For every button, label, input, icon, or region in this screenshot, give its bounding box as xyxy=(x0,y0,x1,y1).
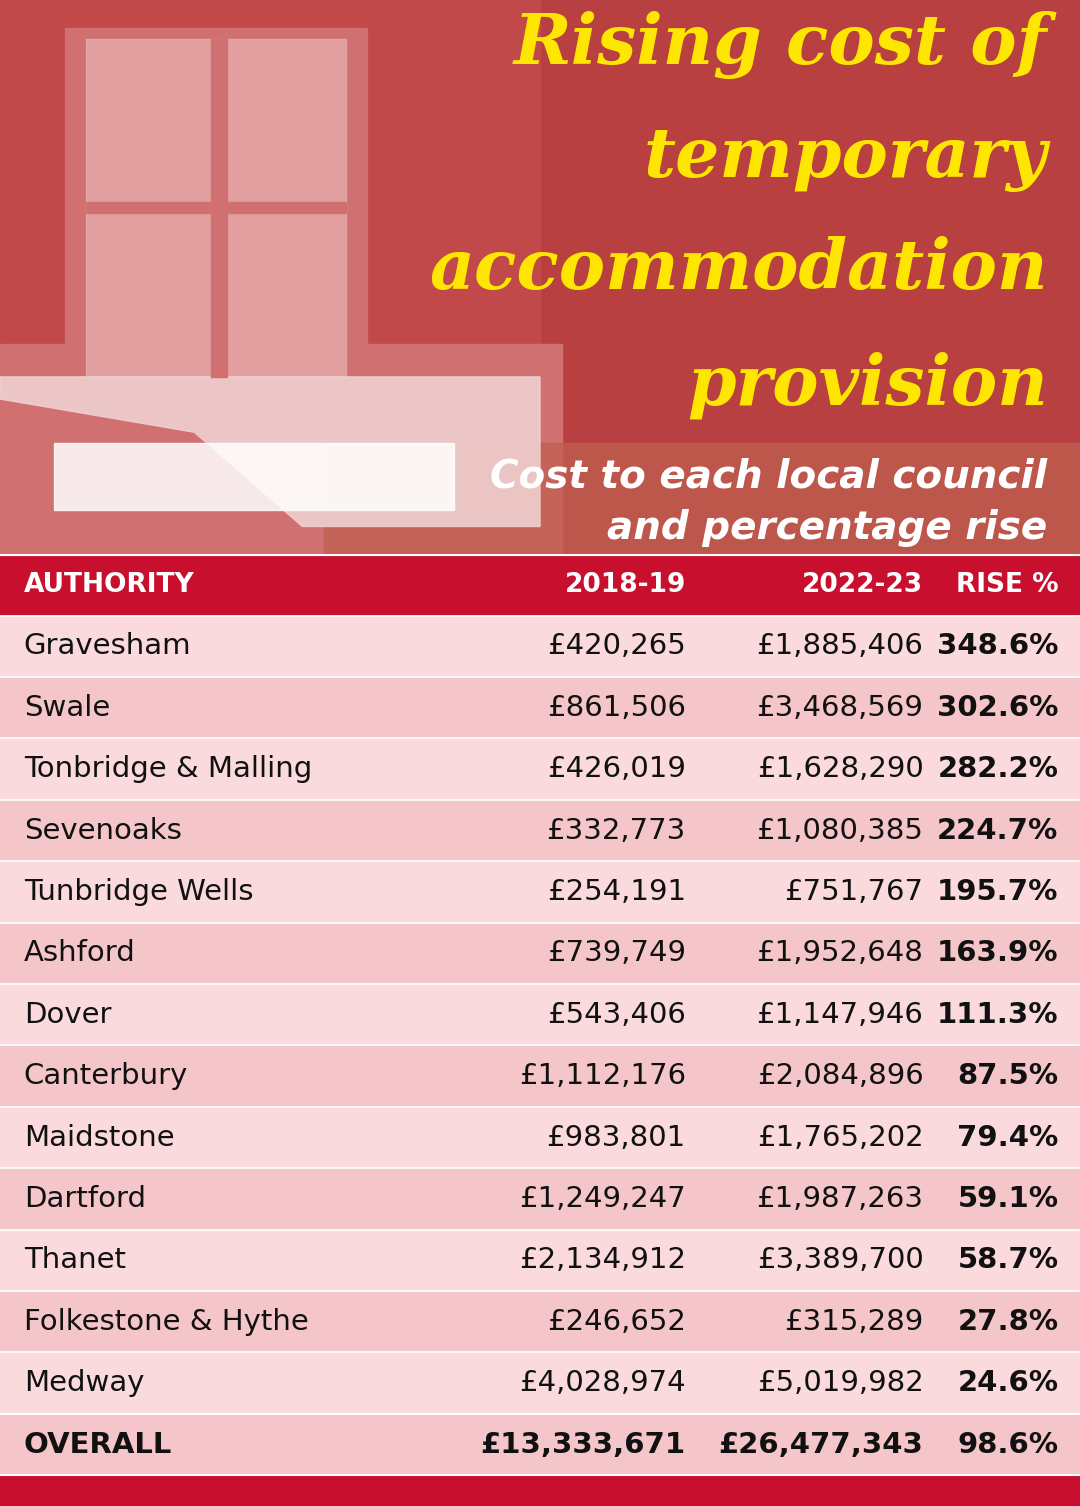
Text: 348.6%: 348.6% xyxy=(937,633,1058,660)
Text: £1,147,946: £1,147,946 xyxy=(756,1001,923,1029)
Text: Tonbridge & Malling: Tonbridge & Malling xyxy=(24,755,312,783)
Text: £1,249,247: £1,249,247 xyxy=(519,1185,686,1212)
Text: £543,406: £543,406 xyxy=(546,1001,686,1029)
Bar xyxy=(0,738,1080,800)
Bar xyxy=(0,1230,1080,1291)
Text: £1,885,406: £1,885,406 xyxy=(756,633,923,660)
Text: £315,289: £315,289 xyxy=(784,1307,923,1336)
Bar xyxy=(0,1107,1080,1169)
Text: Maidstone: Maidstone xyxy=(24,1123,174,1152)
Bar xyxy=(0,0,540,554)
Text: Medway: Medway xyxy=(24,1369,145,1398)
Text: £1,987,263: £1,987,263 xyxy=(756,1185,923,1212)
Text: £2,084,896: £2,084,896 xyxy=(757,1062,923,1090)
Text: AUTHORITY: AUTHORITY xyxy=(24,572,194,598)
Bar xyxy=(0,1291,1080,1352)
Bar xyxy=(0,1169,1080,1230)
Text: 79.4%: 79.4% xyxy=(957,1123,1058,1152)
Text: 224.7%: 224.7% xyxy=(937,816,1058,845)
Text: Gravesham: Gravesham xyxy=(24,633,191,660)
Text: £1,080,385: £1,080,385 xyxy=(756,816,923,845)
Text: Tunbridge Wells: Tunbridge Wells xyxy=(24,878,253,907)
Bar xyxy=(86,39,346,376)
Text: £254,191: £254,191 xyxy=(546,878,686,907)
Text: 87.5%: 87.5% xyxy=(957,1062,1058,1090)
Bar xyxy=(324,443,1080,554)
Text: £13,333,671: £13,333,671 xyxy=(481,1431,686,1459)
Bar xyxy=(211,39,227,376)
Text: Canterbury: Canterbury xyxy=(24,1062,188,1090)
Bar xyxy=(0,678,1080,738)
Text: accommodation: accommodation xyxy=(429,235,1048,303)
Bar xyxy=(0,800,1080,861)
Bar xyxy=(0,554,1080,616)
Text: £983,801: £983,801 xyxy=(546,1123,686,1152)
Text: 59.1%: 59.1% xyxy=(957,1185,1058,1212)
Bar xyxy=(0,343,562,554)
Text: £420,265: £420,265 xyxy=(548,633,686,660)
Text: Cost to each local council
and percentage rise
between 2018 and 2023: Cost to each local council and percentag… xyxy=(490,458,1048,598)
Text: Folkestone & Hythe: Folkestone & Hythe xyxy=(24,1307,309,1336)
Text: Dover: Dover xyxy=(24,1001,111,1029)
Text: £332,773: £332,773 xyxy=(546,816,686,845)
Bar xyxy=(65,27,367,389)
Text: 2018-19: 2018-19 xyxy=(565,572,686,598)
Bar xyxy=(0,923,1080,983)
Text: Sevenoaks: Sevenoaks xyxy=(24,816,181,845)
Text: 24.6%: 24.6% xyxy=(957,1369,1058,1398)
Text: 163.9%: 163.9% xyxy=(937,940,1058,967)
Text: 111.3%: 111.3% xyxy=(937,1001,1058,1029)
Bar xyxy=(86,202,346,214)
Polygon shape xyxy=(54,443,454,511)
Text: 2022-23: 2022-23 xyxy=(802,572,923,598)
Bar xyxy=(0,1045,1080,1107)
Bar xyxy=(0,1476,1080,1506)
Text: 282.2%: 282.2% xyxy=(937,755,1058,783)
Text: 58.7%: 58.7% xyxy=(957,1247,1058,1274)
Text: RISE %: RISE % xyxy=(956,572,1058,598)
Bar xyxy=(0,1352,1080,1414)
Text: £3,389,700: £3,389,700 xyxy=(757,1247,923,1274)
Text: £3,468,569: £3,468,569 xyxy=(756,694,923,721)
Text: £751,767: £751,767 xyxy=(784,878,923,907)
Text: £861,506: £861,506 xyxy=(546,694,686,721)
Text: 302.6%: 302.6% xyxy=(937,694,1058,721)
Bar xyxy=(0,861,1080,923)
Text: Swale: Swale xyxy=(24,694,110,721)
Text: £426,019: £426,019 xyxy=(546,755,686,783)
Text: Dartford: Dartford xyxy=(24,1185,146,1212)
Bar xyxy=(0,616,1080,678)
Text: £1,112,176: £1,112,176 xyxy=(518,1062,686,1090)
Text: £5,019,982: £5,019,982 xyxy=(757,1369,923,1398)
Polygon shape xyxy=(0,376,540,527)
Text: 27.8%: 27.8% xyxy=(957,1307,1058,1336)
Text: OVERALL: OVERALL xyxy=(24,1431,172,1459)
Bar xyxy=(0,983,1080,1045)
Bar xyxy=(0,1414,1080,1476)
Text: £1,765,202: £1,765,202 xyxy=(757,1123,923,1152)
Text: £2,134,912: £2,134,912 xyxy=(518,1247,686,1274)
Text: 195.7%: 195.7% xyxy=(937,878,1058,907)
Text: Ashford: Ashford xyxy=(24,940,135,967)
Text: Rising cost of: Rising cost of xyxy=(514,11,1048,80)
Text: £26,477,343: £26,477,343 xyxy=(718,1431,923,1459)
Text: 98.6%: 98.6% xyxy=(957,1431,1058,1459)
Text: £1,628,290: £1,628,290 xyxy=(757,755,923,783)
Text: temporary: temporary xyxy=(644,125,1048,193)
Text: Thanet: Thanet xyxy=(24,1247,125,1274)
Text: £246,652: £246,652 xyxy=(546,1307,686,1336)
Text: £4,028,974: £4,028,974 xyxy=(519,1369,686,1398)
Text: £1,952,648: £1,952,648 xyxy=(756,940,923,967)
Text: £739,749: £739,749 xyxy=(546,940,686,967)
Text: provision: provision xyxy=(687,352,1048,420)
